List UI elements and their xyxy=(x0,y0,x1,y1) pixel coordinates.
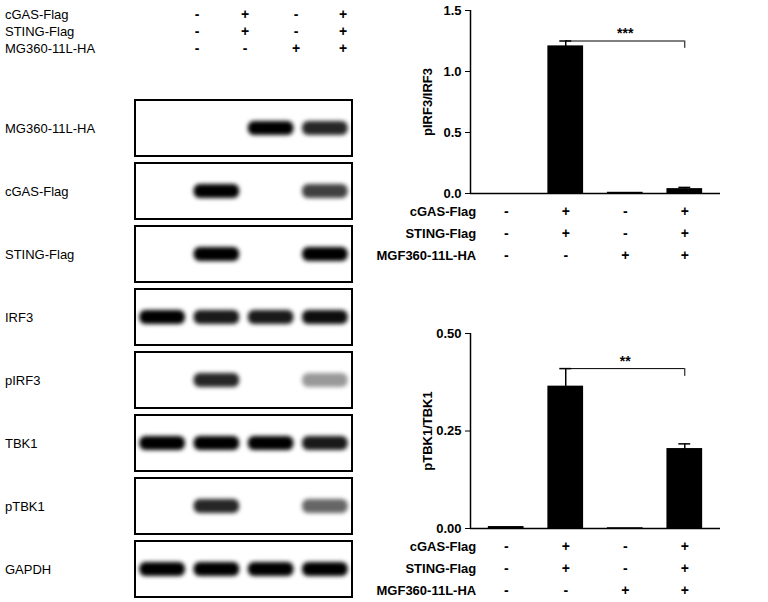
svg-text:***: *** xyxy=(617,25,634,41)
svg-text:+: + xyxy=(562,560,570,576)
svg-text:pTBK1/TBK1: pTBK1/TBK1 xyxy=(420,391,435,470)
svg-text:0.50: 0.50 xyxy=(436,326,461,341)
svg-text:pIRF3: pIRF3 xyxy=(5,373,40,388)
svg-text:-: - xyxy=(195,40,200,56)
svg-text:STING-Flag: STING-Flag xyxy=(405,561,476,576)
svg-text:STING-Flag: STING-Flag xyxy=(405,226,476,241)
svg-text:1.0: 1.0 xyxy=(443,64,461,79)
svg-text:-: - xyxy=(563,582,568,598)
svg-text:+: + xyxy=(562,203,570,219)
svg-text:+: + xyxy=(621,582,629,598)
svg-text:0.5: 0.5 xyxy=(443,125,461,140)
svg-text:+: + xyxy=(681,538,689,554)
svg-text:+: + xyxy=(241,6,249,22)
svg-text:GAPDH: GAPDH xyxy=(5,562,51,577)
svg-text:**: ** xyxy=(620,353,631,369)
svg-text:-: - xyxy=(623,560,628,576)
svg-text:MG360-11L-HA: MG360-11L-HA xyxy=(5,41,95,56)
svg-text:-: - xyxy=(504,538,509,554)
svg-text:-: - xyxy=(504,225,509,241)
svg-text:-: - xyxy=(195,23,200,39)
svg-text:-: - xyxy=(563,247,568,263)
svg-text:1.5: 1.5 xyxy=(443,3,461,18)
svg-text:cGAS-Flag: cGAS-Flag xyxy=(5,184,69,199)
svg-text:pIRF3/IRF3: pIRF3/IRF3 xyxy=(420,68,435,136)
svg-text:+: + xyxy=(681,247,689,263)
svg-text:+: + xyxy=(339,6,347,22)
svg-text:cGAS-Flag: cGAS-Flag xyxy=(5,7,69,22)
svg-text:-: - xyxy=(504,560,509,576)
svg-text:+: + xyxy=(621,247,629,263)
svg-text:+: + xyxy=(562,538,570,554)
svg-text:-: - xyxy=(504,582,509,598)
svg-text:cGAS-Flag: cGAS-Flag xyxy=(410,204,477,219)
svg-text:0.25: 0.25 xyxy=(436,423,461,438)
svg-text:+: + xyxy=(681,560,689,576)
svg-text:+: + xyxy=(339,40,347,56)
svg-text:MG360-11L-HA: MG360-11L-HA xyxy=(5,121,95,136)
svg-text:+: + xyxy=(681,203,689,219)
svg-text:+: + xyxy=(681,225,689,241)
svg-text:-: - xyxy=(504,203,509,219)
svg-text:-: - xyxy=(195,6,200,22)
svg-text:-: - xyxy=(504,247,509,263)
svg-text:pTBK1: pTBK1 xyxy=(5,499,45,514)
svg-text:+: + xyxy=(292,40,300,56)
svg-text:-: - xyxy=(243,40,248,56)
svg-text:-: - xyxy=(623,225,628,241)
svg-text:+: + xyxy=(339,23,347,39)
svg-text:IRF3: IRF3 xyxy=(5,310,33,325)
svg-text:MGF360-11L-HA: MGF360-11L-HA xyxy=(377,583,477,598)
svg-text:STING-Flag: STING-Flag xyxy=(5,24,74,39)
svg-text:TBK1: TBK1 xyxy=(5,436,38,451)
svg-text:+: + xyxy=(681,582,689,598)
svg-text:cGAS-Flag: cGAS-Flag xyxy=(410,539,477,554)
svg-text:+: + xyxy=(241,23,249,39)
svg-text:-: - xyxy=(294,23,299,39)
svg-text:STING-Flag: STING-Flag xyxy=(5,247,74,262)
svg-text:0.00: 0.00 xyxy=(436,521,461,536)
svg-text:MGF360-11L-HA: MGF360-11L-HA xyxy=(377,248,477,263)
svg-text:-: - xyxy=(623,538,628,554)
svg-text:-: - xyxy=(623,203,628,219)
svg-text:0.0: 0.0 xyxy=(443,186,461,201)
svg-text:-: - xyxy=(294,6,299,22)
svg-text:+: + xyxy=(562,225,570,241)
